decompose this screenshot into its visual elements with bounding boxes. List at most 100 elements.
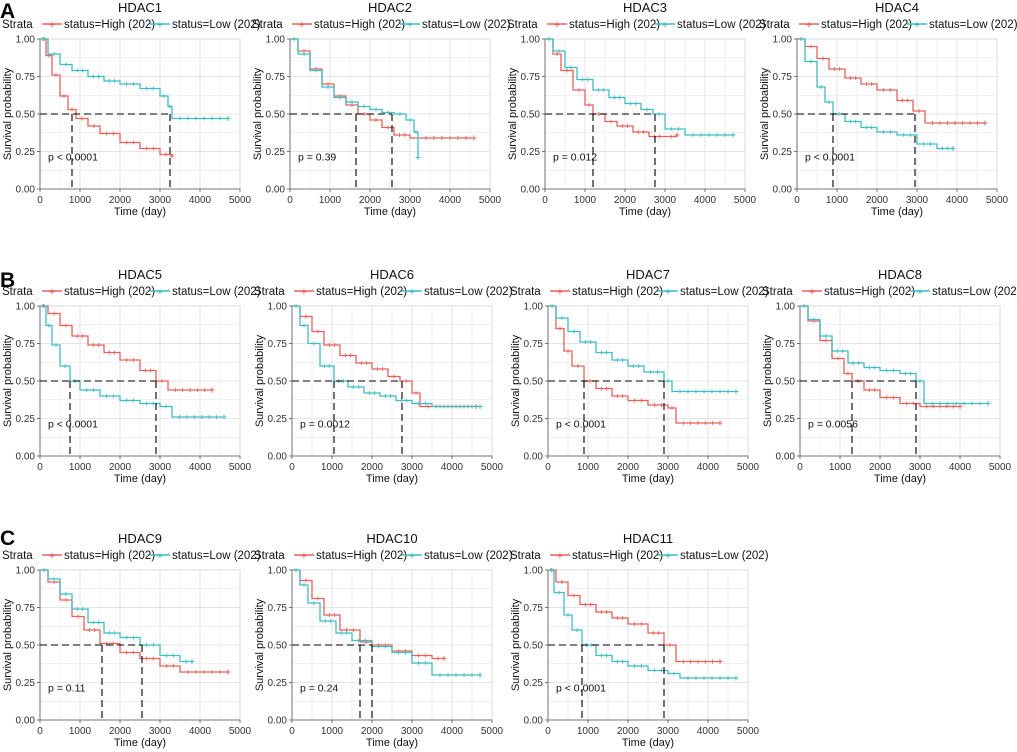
legend-label-low: status=Low (202) xyxy=(680,286,769,298)
censor-mark xyxy=(911,401,916,406)
censor-mark xyxy=(924,404,929,409)
censor-mark xyxy=(96,343,101,347)
censor-mark xyxy=(63,364,67,368)
censor-mark xyxy=(604,386,609,391)
legend-marker-low: + xyxy=(665,287,671,299)
censor-mark xyxy=(80,607,85,611)
legend-label-high: status=High (202) xyxy=(314,19,405,31)
censor-mark xyxy=(620,616,625,620)
censor-mark xyxy=(64,62,68,67)
legend-marker-low: + xyxy=(917,287,923,299)
censor-mark xyxy=(124,358,129,362)
censor-mark xyxy=(699,133,703,137)
censor-mark xyxy=(824,334,828,338)
censor-mark xyxy=(837,67,842,71)
censor-mark xyxy=(416,661,421,665)
censor-mark xyxy=(218,116,222,121)
censor-mark xyxy=(867,365,872,370)
legend-marker-low: + xyxy=(662,20,668,32)
censor-mark xyxy=(702,389,706,394)
x-tick-label: 5000 xyxy=(229,726,252,737)
censor-mark xyxy=(42,37,46,41)
panel-letter-b: B xyxy=(0,269,15,292)
censor-mark xyxy=(945,146,950,151)
censor-mark xyxy=(726,676,730,680)
y-tick-label: 0.25 xyxy=(16,678,36,689)
censor-mark xyxy=(408,118,412,122)
censor-mark xyxy=(928,142,933,146)
legend-marker-low: + xyxy=(157,287,163,299)
censor-mark xyxy=(292,37,296,41)
censor-mark xyxy=(688,421,693,425)
x-tick-label: 5000 xyxy=(479,195,502,206)
y-tick-label: 0.00 xyxy=(524,716,544,727)
censor-mark xyxy=(636,364,641,368)
legend-title: Strata xyxy=(252,19,283,31)
x-tick-label: 2000 xyxy=(359,195,382,206)
censor-mark xyxy=(432,136,436,140)
censor-marks-low xyxy=(42,568,195,664)
x-tick-label: 1000 xyxy=(321,726,344,737)
x-tick-label: 0 xyxy=(545,462,551,473)
legend-label-high: status=High (202) xyxy=(64,286,155,298)
censor-mark xyxy=(837,112,841,116)
censor-mark xyxy=(960,121,965,125)
censor-mark xyxy=(462,673,466,677)
censor-mark xyxy=(809,44,813,49)
legend-label-low: status=Low (202) xyxy=(424,550,513,562)
censor-mark xyxy=(905,98,910,103)
x-tick-label: 2000 xyxy=(109,726,132,737)
y-tick-label: 0.25 xyxy=(268,678,288,689)
censor-mark xyxy=(869,125,874,130)
censor-mark xyxy=(681,421,686,425)
legend-label-low: status=Low (202) xyxy=(172,286,261,298)
x-tick-label: 2000 xyxy=(869,462,892,473)
censor-mark-end xyxy=(471,135,477,141)
censor-mark xyxy=(380,367,385,371)
censor-mark xyxy=(869,82,874,86)
censor-mark xyxy=(975,121,980,125)
censor-mark xyxy=(177,415,182,419)
censor-mark xyxy=(84,388,89,392)
censor-mark xyxy=(396,650,401,655)
x-tick-label: 3000 xyxy=(401,462,424,473)
y-tick-label: 0.25 xyxy=(521,147,541,158)
censor-mark xyxy=(908,371,913,376)
censor-mark xyxy=(438,673,442,677)
p-value-label: p < 0.0001 xyxy=(48,419,98,431)
censor-mark xyxy=(195,388,200,392)
censor-mark xyxy=(304,578,308,583)
censor-mark-end xyxy=(717,420,723,426)
legend-label-high: status=High (202) xyxy=(572,550,663,562)
x-tick-label: 3000 xyxy=(399,195,422,206)
censor-mark xyxy=(827,100,831,104)
x-tick-label: 0 xyxy=(542,195,548,206)
censor-mark xyxy=(632,664,637,668)
censor-mark-end xyxy=(950,146,956,151)
x-tick-label: 5000 xyxy=(737,462,760,473)
censor-mark xyxy=(668,643,672,647)
censor-mark xyxy=(891,368,896,373)
km-curve-low xyxy=(548,569,736,679)
censor-mark xyxy=(314,68,318,73)
censor-mark xyxy=(970,401,974,406)
legend-marker-low: + xyxy=(665,551,671,563)
censor-mark xyxy=(144,146,149,151)
censor-mark xyxy=(625,124,630,128)
y-tick-label: 0.25 xyxy=(16,414,36,425)
censor-mark xyxy=(588,379,592,383)
x-tick-label: 5000 xyxy=(481,726,504,737)
censor-mark xyxy=(403,650,408,655)
censor-marks-low xyxy=(550,304,739,394)
x-tick-label: 2000 xyxy=(617,726,640,737)
censor-mark xyxy=(350,100,354,104)
censor-mark xyxy=(332,613,337,617)
y-tick-label: 0.25 xyxy=(524,414,544,425)
censor-mark xyxy=(951,404,956,409)
censor-mark xyxy=(962,401,966,406)
y-axis-label: Survival probability xyxy=(762,334,774,427)
legend-marker-low: + xyxy=(914,20,920,32)
legend-title: Strata xyxy=(510,550,541,562)
